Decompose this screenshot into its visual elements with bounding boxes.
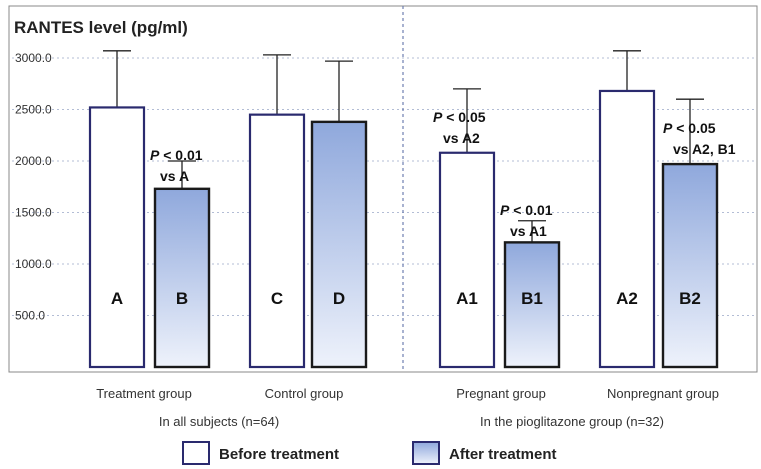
y-tick-label: 2500.0 [15,103,52,117]
legend-swatch [412,441,440,465]
bar-b1 [503,241,561,369]
y-tick-label: 500.0 [15,309,45,323]
annotation-b2-line1: P < 0.05 [663,120,716,136]
p-threshold: < 0.01 [509,202,552,218]
annotation-b1-line1: P < 0.01 [500,202,553,218]
bar-label-b1: B1 [521,289,543,308]
subgroup-label: In all subjects (n=64) [159,414,279,429]
bar-label-d: D [333,289,345,308]
bar-c [248,113,306,369]
group-label: Nonpregnant group [607,386,719,401]
p-symbol: P [500,202,510,218]
bar-label-a: A [111,289,123,308]
annotation-a1-line2: vs A2 [443,130,480,146]
y-tick-label: 1000.0 [15,257,52,271]
group-label: Treatment group [96,386,192,401]
bar-a2 [598,89,656,369]
legend-label: After treatment [449,446,557,463]
annotation-a1-line1: P < 0.05 [433,109,486,125]
bar-label-b2: B2 [679,289,701,308]
annotation-b2-line2: vs A2, B1 [673,141,736,157]
bar-label-b: B [176,289,188,308]
group-label: Control group [265,386,344,401]
chart-title: RANTES level (pg/ml) [14,18,188,37]
bar-d [310,120,368,369]
annotation-b1-line2: vs A1 [510,223,547,239]
p-threshold: < 0.05 [672,120,715,136]
p-symbol: P [150,147,160,163]
p-threshold: < 0.05 [442,109,485,125]
legend-swatch [182,441,210,465]
subgroup-label: In the pioglitazone group (n=32) [480,414,664,429]
bar-label-c: C [271,289,283,308]
p-symbol: P [433,109,443,125]
y-tick-label: 1500.0 [15,206,52,220]
legend-label: Before treatment [219,446,339,463]
p-threshold: < 0.01 [159,147,202,163]
bar-b2 [661,162,719,369]
bar-label-a2: A2 [616,289,638,308]
bar-a1 [438,151,496,369]
y-tick-label: 2000.0 [15,154,52,168]
grid-lines [12,57,755,316]
bar-b [153,187,211,369]
annotation-b-line1: P < 0.01 [150,147,203,163]
bar-a [88,106,146,369]
bar-label-a1: A1 [456,289,478,308]
annotation-b-line2: vs A [160,168,189,184]
group-label: Pregnant group [456,386,546,401]
y-tick-label: 3000.0 [15,51,52,65]
p-symbol: P [663,120,673,136]
